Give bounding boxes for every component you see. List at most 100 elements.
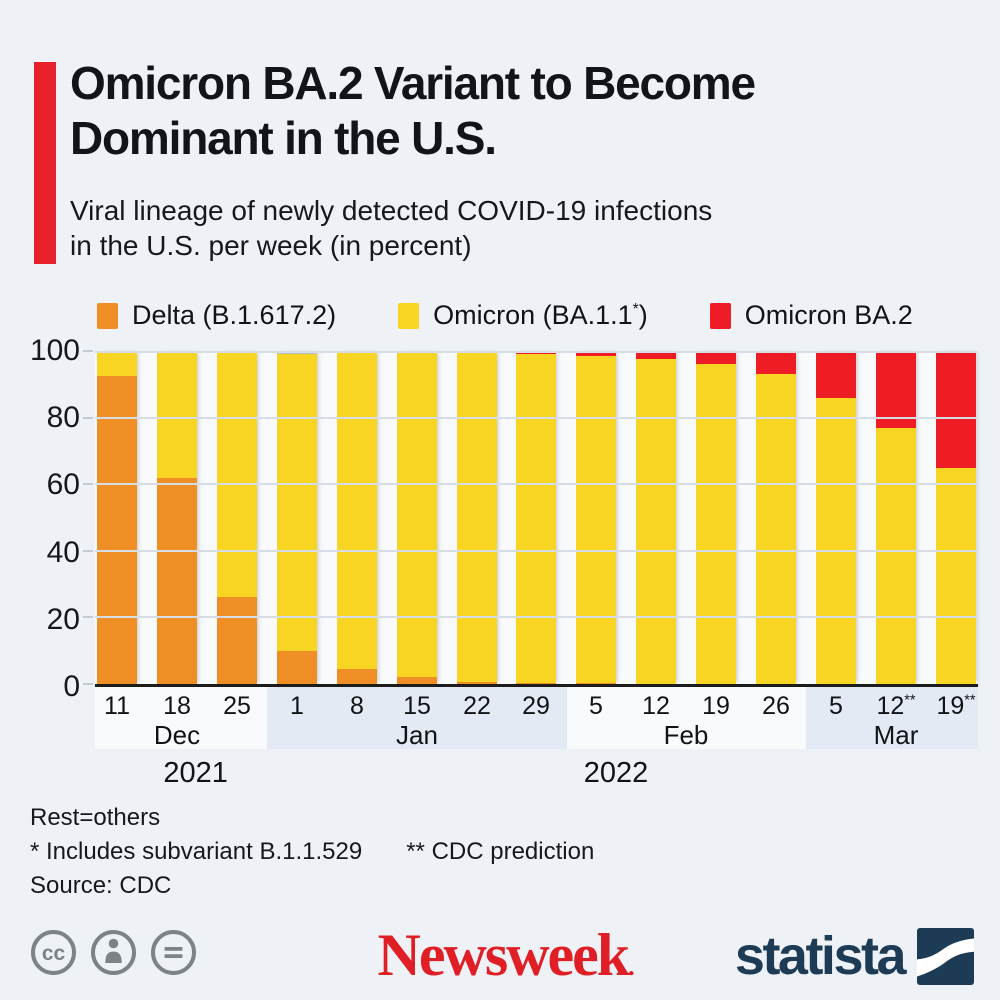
bar-week-9 [636,351,677,684]
bar-week-7 [516,351,557,684]
footnote-rest: Rest=others [30,804,161,831]
x-axis-label: 5 [829,692,843,720]
attribution-person-icon [91,930,136,975]
year-label-2021: 2021 [163,757,228,789]
x-axis-label: 29 [522,692,550,720]
segment-omicron-ba11 [97,351,137,376]
month-label-jan: Jan [396,720,438,749]
segment-omicron-ba11 [875,427,916,684]
segment-delta [276,650,317,684]
bar-week-6 [456,351,497,684]
y-axis-label: 0 [63,670,80,703]
x-axis-label: 11 [104,692,130,720]
segment-omicron-ba2 [576,351,617,357]
legend-label: Omicron (BA.1.1*) [433,300,648,330]
footer: cc Newsweek. statista [26,919,974,991]
y-axis-tick [83,350,93,352]
header: Omicron BA.2 Variant to Become Dominant … [0,0,1000,263]
title-accent-bar [34,62,56,264]
newsweek-logo: Newsweek. [377,921,635,990]
y-axis-tick [83,683,93,685]
gridline [95,549,978,552]
bar-week-10 [696,351,737,684]
bar-week-14 [935,351,976,684]
y-axis-label: 40 [46,535,80,569]
segment-omicron-ba11 [636,359,677,684]
segment-omicron-ba11 [756,374,797,684]
segment-omicron-ba11 [276,354,317,651]
x-axis-label: 18 [163,692,191,720]
statista-wordmark: statista [734,926,907,986]
segment-omicron-ba11 [576,356,617,684]
legend-label: Delta (B.1.617.2) [132,300,337,330]
x-axis-label: 12** [876,692,916,720]
y-axis-tick [83,416,93,419]
x-axis-label: 1 [290,692,304,720]
gridline [95,416,978,419]
legend: Delta (B.1.617.2) Omicron (BA.1.1*) Omicro… [97,300,1000,331]
license-icons: cc [30,929,197,976]
bar-week-12 [816,351,857,684]
x-axis-label: 8 [350,692,364,720]
segment-delta [516,682,557,684]
legend-label: Omicron BA.2 [744,300,913,330]
x-axis-label: 22 [463,692,491,720]
title-line-2: Dominant in the U.S. [70,112,497,164]
x-axis-label: 12 [642,692,670,720]
year-label-2022: 2022 [583,757,649,789]
segment-omicron-ba2 [636,351,677,360]
cc-icon: cc [31,930,76,975]
legend-swatch [709,302,731,329]
newsweek-wordmark: Newsweek [377,922,631,988]
segment-delta [396,677,437,684]
page-title: Omicron BA.2 Variant to Become Dominant … [70,56,960,166]
gridline [95,483,978,486]
segment-delta [456,681,497,684]
segment-delta [156,477,197,684]
month-label-mar: Mar [873,720,919,749]
footnotes: Rest=others * Includes subvariant B.1.1.… [30,801,1000,903]
segment-omicron-ba11 [456,352,497,682]
segment-omicron-ba2 [756,351,797,375]
y-axis-label: 100 [29,334,80,367]
legend-swatch [398,302,420,329]
y-axis-tick [83,549,93,552]
segment-omicron-ba11 [696,364,737,684]
legend-item: Omicron (BA.1.1*) [398,300,648,331]
segment-omicron-ba11 [156,351,197,478]
month-band-mar [806,687,978,749]
x-axis-label: 19** [936,692,976,720]
bar-week-2 [216,351,257,684]
segment-omicron-ba11 [516,354,557,683]
segment-omicron-ba2 [935,351,976,468]
legend-item: Delta (B.1.617.2) [97,300,336,331]
footnote-asterisks: * Includes subvariant B.1.1.529 ** CDC pr… [30,835,1000,869]
segment-omicron-ba2 [875,351,916,428]
month-label-feb: Feb [663,720,709,749]
x-axis-strip: 11 18 25 1 8 15 22 29 5 12 19 26 5 12** 19** Dec Jan Feb M… [95,687,978,749]
bar-week-13 [875,351,916,684]
y-axis: 0 20 40 60 80 100 [0,334,95,703]
chart-subtitle: Viral lineage of newly detected COVID-19… [70,193,960,263]
cc-icon-letters: cc [42,942,66,965]
gridline [95,616,978,619]
bars [95,351,978,684]
chart: 0 20 40 60 80 100 [0,334,1000,703]
segment-delta [97,375,137,684]
footnote-prediction: ** CDC prediction [406,838,595,865]
footnote-subvariant: * Includes subvariant B.1.1.529 [30,838,363,865]
y-axis-label: 80 [46,401,80,435]
subtitle-line-2: in the U.S. per week (in percent) [70,230,472,261]
legend-swatch [97,302,118,329]
gridline [95,351,978,353]
x-axis-label: 26 [762,692,790,720]
segment-delta [216,597,257,684]
segment-delta [576,683,617,684]
newsweek-logo-dot: . [628,952,634,981]
segment-omicron-ba11 [816,397,857,684]
segment-delta [336,669,377,684]
y-axis-tick [83,483,93,486]
years-row: 2021 2022 [95,749,978,793]
month-band-jan [267,687,567,749]
